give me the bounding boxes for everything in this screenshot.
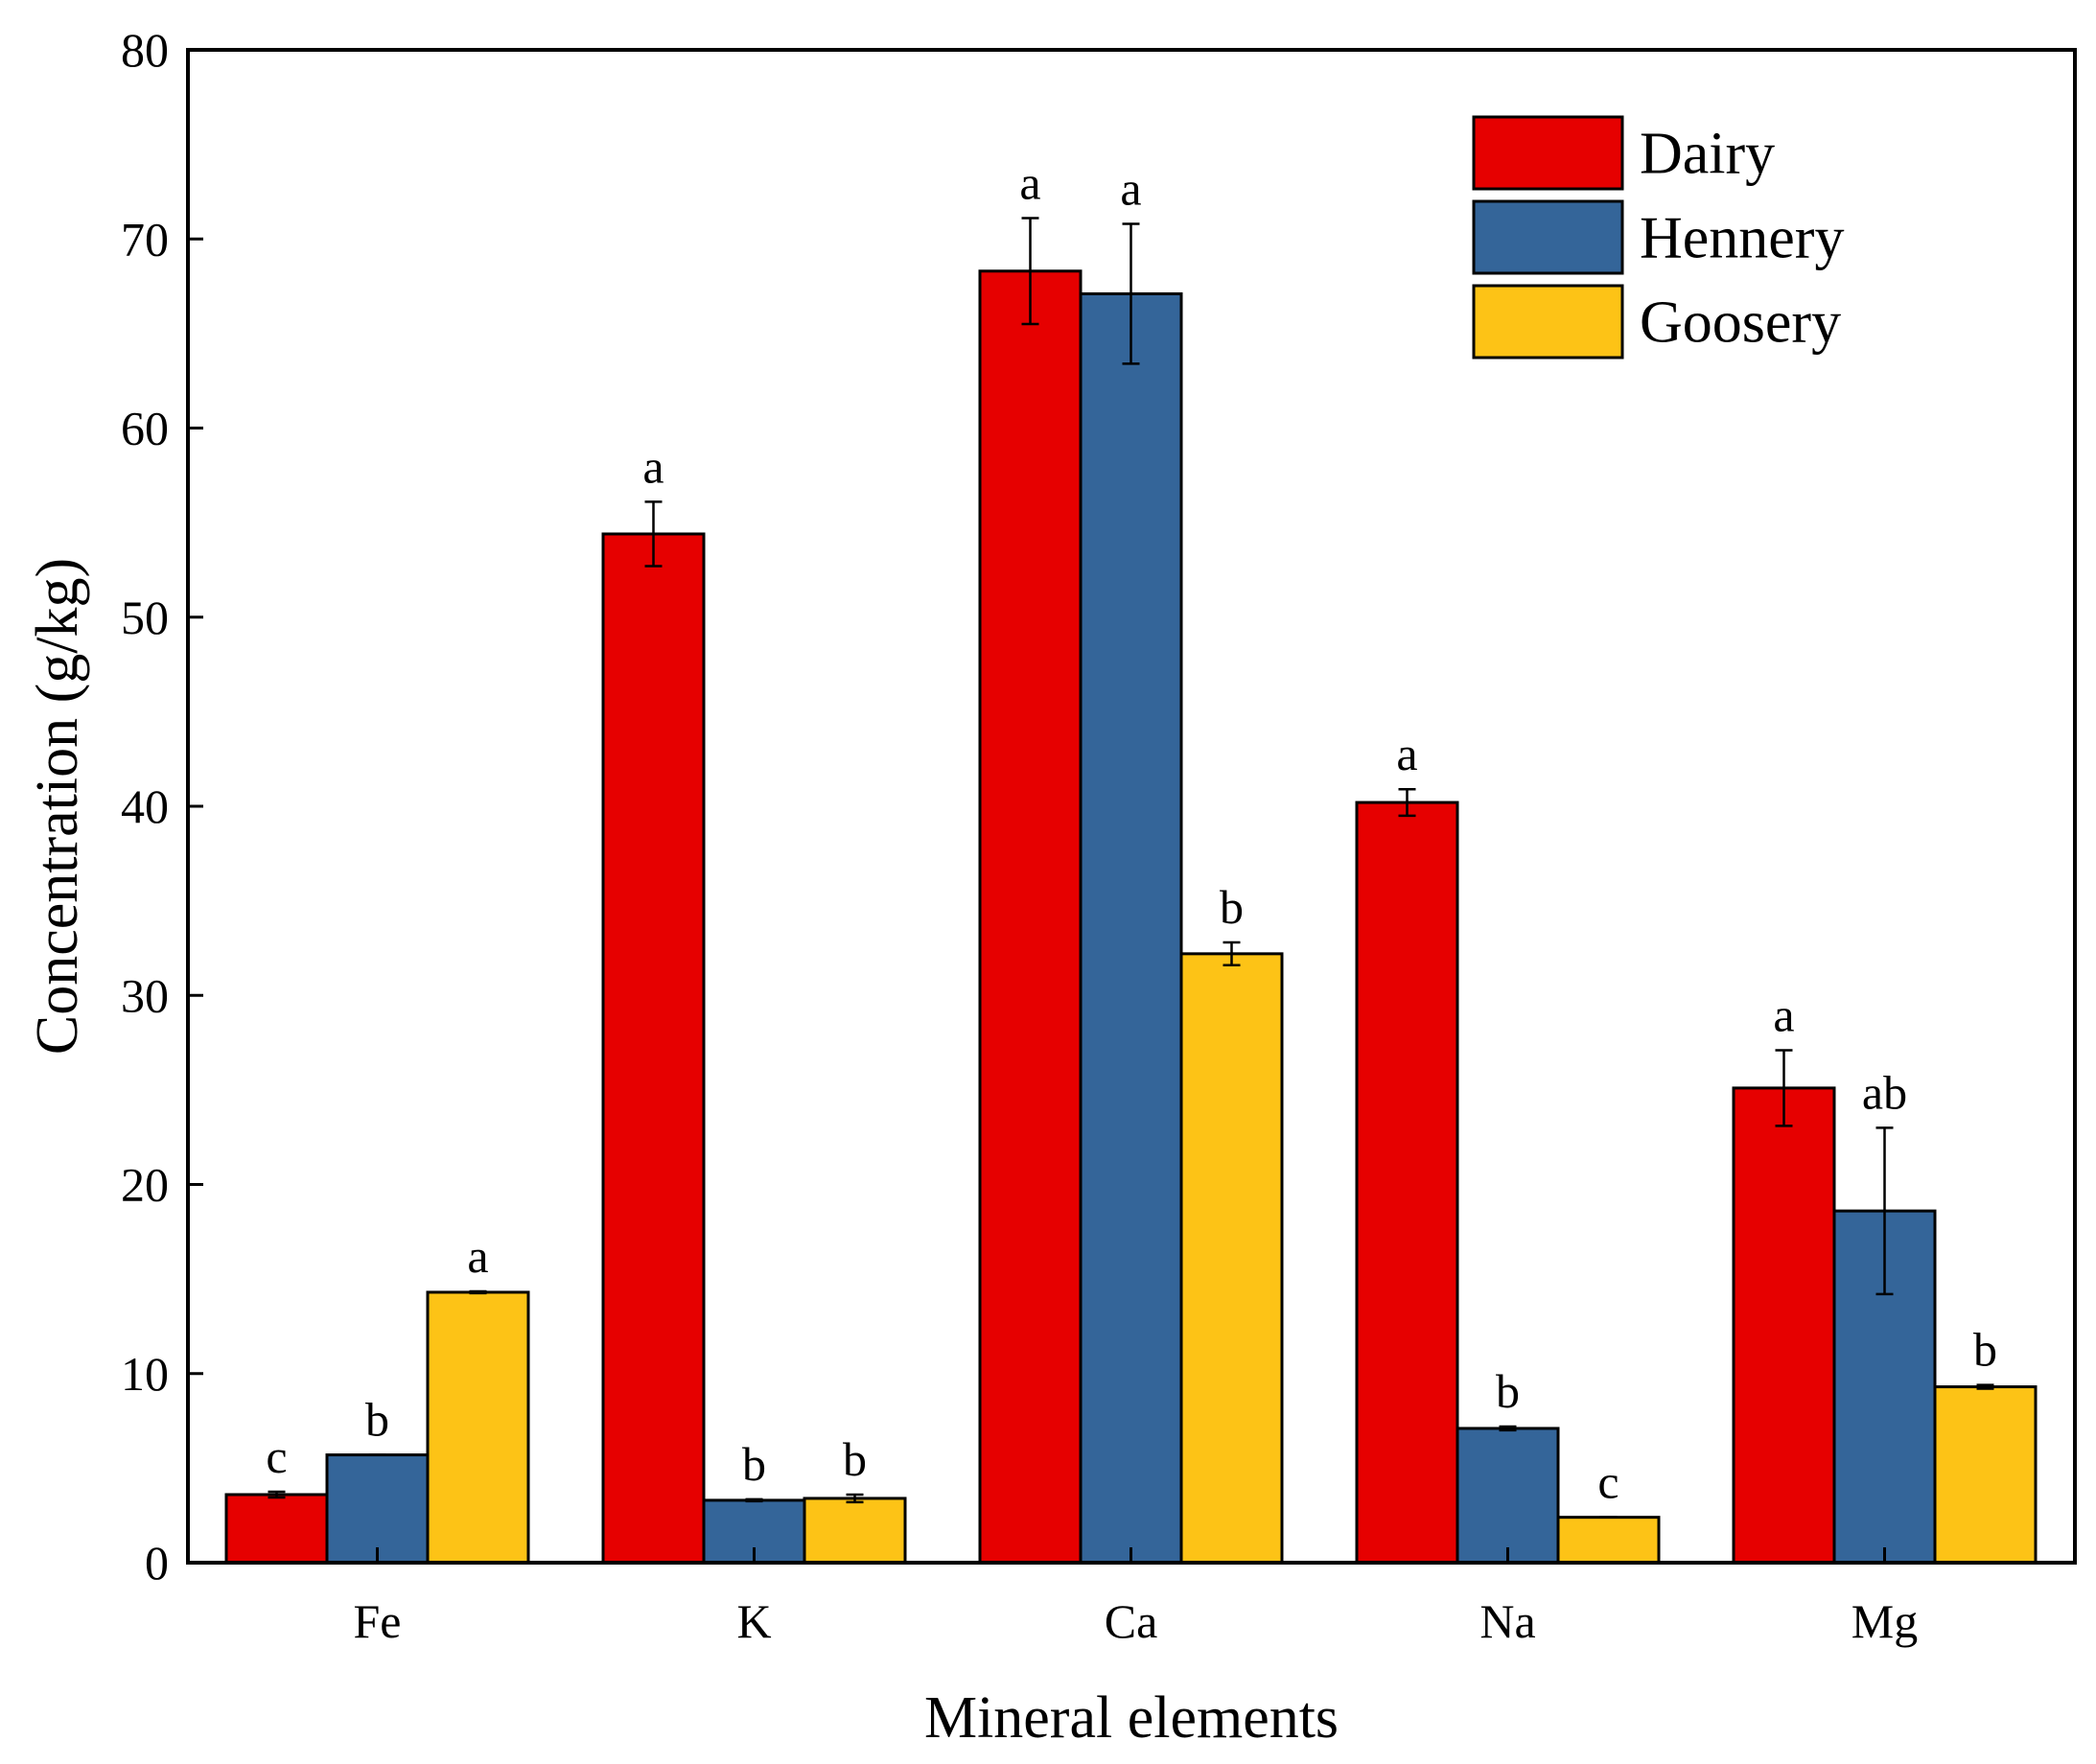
axes: 0 10 20 30 40 50 60 70 80 Fe K Ca Na Mg [121,23,1918,1648]
x-tick-label-ca: Ca [1105,1594,1158,1648]
significance-letter: a [1019,156,1040,210]
y-tick-label: 80 [121,23,169,77]
bar-goosery-na [1556,1516,1661,1565]
significance-letter: b [1973,1323,1997,1377]
significance-letter: c [266,1429,287,1483]
x-axis-title: Mineral elements [924,1685,1339,1751]
significance-letter: a [1773,987,1794,1041]
significance-letter: b [1220,880,1244,934]
significance-letter: a [1396,727,1417,780]
significance-letter: b [365,1393,389,1447]
y-tick-label: 10 [121,1347,169,1401]
y-tick-label: 50 [121,591,169,644]
bar-dairy-ca [978,269,1083,1565]
x-tick-label-fe: Fe [354,1594,402,1648]
significance-letter: a [642,439,664,493]
bar-dairy-mg [1732,1086,1836,1565]
bar-hennery-fe [325,1453,430,1565]
legend-label-dairy: Dairy [1640,122,1775,187]
significance-letter: b [1496,1364,1520,1418]
y-tick-label: 0 [145,1536,169,1590]
significance-letter: b [843,1432,867,1486]
y-tick-label: 70 [121,212,169,266]
bar-goosery-ca [1179,952,1284,1565]
significance-letter: a [467,1229,488,1283]
bar-goosery-fe [426,1290,530,1565]
legend-swatch-goosery [1472,284,1624,360]
bar-dairy-k [601,532,706,1565]
y-tick-label: 40 [121,779,169,833]
significance-letter: c [1597,1455,1619,1509]
x-tick-label-mg: Mg [1851,1594,1918,1648]
y-tick-label: 20 [121,1158,169,1212]
bar-dairy-fe [224,1493,329,1565]
bar-dairy-na [1355,801,1459,1565]
significance-letter: b [742,1437,766,1491]
bar-goosery-k [803,1497,907,1565]
y-tick-label: 60 [121,402,169,455]
bar-hennery-ca [1079,291,1183,1565]
legend: Dairy Hennery Goosery [1472,115,1844,360]
legend-swatch-dairy [1472,115,1624,191]
legend-label-hennery: Hennery [1640,206,1844,271]
bar-hennery-na [1456,1427,1560,1565]
y-tick-label: 30 [121,968,169,1022]
legend-label-goosery: Goosery [1640,290,1841,356]
significance-letter: ab [1862,1065,1907,1119]
x-tick-label-k: K [736,1594,771,1648]
legend-swatch-hennery [1472,199,1624,275]
y-axis-title: Concentration (g/kg) [25,558,90,1055]
significance-letter: a [1120,161,1141,215]
x-tick-label-na: Na [1479,1594,1535,1648]
bar-goosery-mg [1933,1385,2038,1565]
